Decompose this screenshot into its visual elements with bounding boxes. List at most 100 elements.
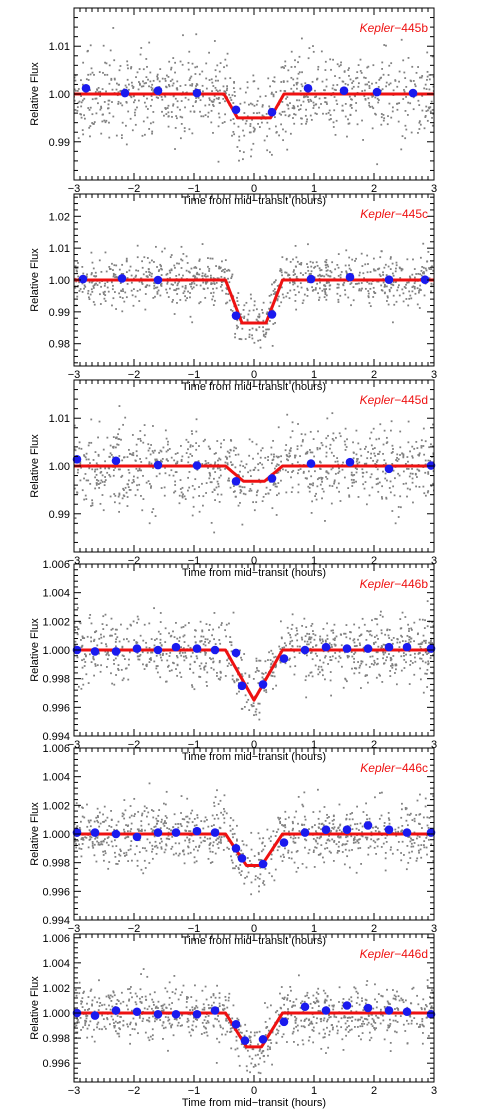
raw-point bbox=[416, 837, 418, 840]
raw-point bbox=[167, 834, 170, 837]
raw-point bbox=[105, 62, 108, 65]
raw-point bbox=[108, 266, 111, 268]
raw-point bbox=[307, 674, 310, 677]
raw-point bbox=[426, 70, 429, 73]
raw-point bbox=[276, 472, 278, 474]
raw-point bbox=[411, 290, 414, 293]
raw-point bbox=[392, 281, 395, 283]
raw-point bbox=[298, 830, 301, 832]
raw-point bbox=[141, 812, 144, 815]
raw-point bbox=[316, 447, 319, 449]
raw-point bbox=[141, 814, 143, 817]
raw-point bbox=[264, 671, 267, 674]
raw-point bbox=[296, 81, 299, 84]
raw-point bbox=[166, 659, 169, 662]
raw-point bbox=[306, 450, 309, 453]
raw-point bbox=[362, 646, 365, 649]
raw-point bbox=[193, 661, 196, 664]
raw-point bbox=[151, 130, 154, 133]
raw-point bbox=[389, 480, 392, 483]
raw-point bbox=[206, 671, 209, 674]
raw-point bbox=[134, 459, 137, 462]
raw-point bbox=[232, 819, 235, 822]
raw-point bbox=[397, 472, 400, 475]
raw-point bbox=[291, 421, 294, 424]
raw-point bbox=[87, 444, 90, 447]
raw-point bbox=[425, 110, 428, 113]
raw-point bbox=[345, 624, 348, 626]
raw-point bbox=[188, 486, 191, 489]
raw-point bbox=[273, 76, 276, 79]
raw-point bbox=[296, 105, 299, 108]
raw-point bbox=[150, 95, 153, 98]
raw-point bbox=[126, 505, 129, 507]
raw-point bbox=[88, 441, 91, 444]
raw-point bbox=[195, 655, 198, 658]
raw-point bbox=[275, 664, 277, 666]
raw-point bbox=[349, 104, 352, 107]
raw-point bbox=[348, 655, 350, 658]
raw-point bbox=[99, 95, 101, 97]
raw-point bbox=[215, 452, 217, 455]
raw-point bbox=[110, 672, 112, 675]
raw-point bbox=[273, 455, 275, 458]
raw-point bbox=[373, 661, 376, 664]
raw-point bbox=[360, 687, 362, 689]
raw-point bbox=[126, 277, 129, 279]
raw-point bbox=[167, 296, 170, 298]
raw-point bbox=[306, 477, 308, 480]
raw-point bbox=[305, 94, 308, 97]
raw-point bbox=[281, 293, 284, 296]
raw-point bbox=[218, 826, 221, 829]
raw-point bbox=[286, 292, 289, 294]
raw-point bbox=[80, 101, 83, 104]
raw-point bbox=[236, 839, 238, 842]
raw-point bbox=[265, 691, 268, 694]
raw-point bbox=[222, 849, 225, 851]
raw-point bbox=[148, 128, 151, 130]
raw-point bbox=[224, 675, 227, 677]
raw-point bbox=[76, 491, 78, 494]
raw-point bbox=[201, 482, 203, 485]
raw-point bbox=[228, 479, 231, 482]
raw-point bbox=[318, 299, 320, 301]
raw-point bbox=[280, 81, 283, 83]
raw-point bbox=[218, 476, 221, 479]
raw-point bbox=[109, 475, 112, 478]
raw-point bbox=[212, 668, 215, 671]
raw-point bbox=[187, 622, 190, 624]
raw-point bbox=[337, 826, 340, 829]
raw-point bbox=[240, 656, 242, 659]
raw-point bbox=[229, 77, 232, 80]
raw-point bbox=[391, 663, 394, 665]
raw-point bbox=[426, 51, 429, 54]
raw-point bbox=[180, 445, 182, 447]
raw-point bbox=[218, 457, 221, 460]
raw-point bbox=[112, 469, 115, 472]
raw-point bbox=[365, 638, 368, 641]
raw-point bbox=[157, 97, 160, 99]
raw-point bbox=[294, 273, 296, 275]
raw-point bbox=[342, 686, 345, 689]
raw-point bbox=[401, 635, 403, 638]
raw-point bbox=[74, 79, 77, 82]
raw-point bbox=[380, 610, 382, 613]
raw-point bbox=[422, 816, 425, 819]
raw-point bbox=[258, 316, 261, 319]
raw-point bbox=[192, 286, 195, 289]
raw-point bbox=[392, 274, 395, 277]
raw-point bbox=[421, 75, 424, 77]
raw-point bbox=[357, 442, 360, 445]
raw-point bbox=[152, 810, 155, 812]
raw-point bbox=[425, 639, 427, 642]
raw-point bbox=[188, 817, 191, 820]
raw-point bbox=[107, 844, 110, 847]
raw-point bbox=[174, 453, 177, 455]
raw-point bbox=[176, 262, 178, 265]
raw-point bbox=[365, 663, 368, 666]
raw-point bbox=[344, 289, 346, 292]
raw-point bbox=[362, 471, 365, 474]
binned-point bbox=[345, 272, 355, 282]
binned-point bbox=[90, 647, 100, 656]
raw-point bbox=[145, 76, 148, 78]
